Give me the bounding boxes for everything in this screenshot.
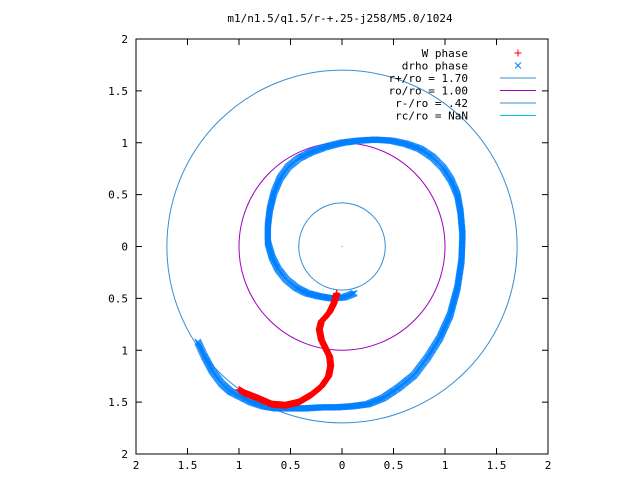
x-tick-label: 1 xyxy=(442,459,449,472)
center-point xyxy=(341,245,343,248)
y-tick-label: 2 xyxy=(121,448,128,461)
legend-marker-cross-b xyxy=(514,62,522,69)
drho-phase-point-b xyxy=(266,245,274,253)
drho-phase-point-b xyxy=(267,249,275,256)
x-tick-label: 0.5 xyxy=(384,459,404,472)
drho-phase-point-b xyxy=(454,192,461,200)
drho-phase-point-b xyxy=(414,144,422,152)
drho-phase-point-b xyxy=(267,251,275,258)
reference-circle xyxy=(166,69,518,424)
drho-phase-point-b xyxy=(416,145,424,153)
y-tick-label: 1.5 xyxy=(108,85,128,98)
x-tick-label: 1.5 xyxy=(178,459,198,472)
drho-phase-point-b xyxy=(411,143,419,151)
y-tick-label: 0.5 xyxy=(108,189,128,202)
drho-phase-point-b xyxy=(248,398,255,406)
legend-label: drho phase xyxy=(402,60,468,73)
drho-phase-point-b xyxy=(266,244,273,252)
legend-label: W phase xyxy=(422,47,468,60)
drho-phase-point-b xyxy=(265,242,273,250)
drho-phase-point-b xyxy=(413,144,421,152)
x-tick-label: 2 xyxy=(545,459,552,472)
x-tick-label: 1 xyxy=(236,459,243,472)
chart-title: m1/n1.5/q1.5/r-+.25-j258/M5.0/1024 xyxy=(227,12,453,25)
drho-phase-point-b xyxy=(266,246,274,254)
drho-phase-point-b xyxy=(265,241,272,248)
drho-phase-point-b xyxy=(415,145,423,152)
legend-label: rc/ro = NaN xyxy=(395,110,468,123)
drho-phase-point-b xyxy=(267,247,274,255)
w-phase-point xyxy=(235,386,243,394)
drho-phase-point-b xyxy=(410,143,417,150)
legend-marker-plus xyxy=(514,49,522,57)
drho-phase-point-b xyxy=(406,142,414,149)
axis-ticks: 2 1.5 1 0.5 0 0.5 1 1.5 221.510.500.511.52 xyxy=(108,33,551,472)
legend-label: r-/ro = .42 xyxy=(395,97,468,110)
drho-phase-point-b xyxy=(454,193,462,201)
drho-phase-point-b xyxy=(351,289,358,297)
drho-phase-point-b xyxy=(250,399,257,407)
y-tick-label: 2 xyxy=(121,33,128,46)
y-tick-label: 1 xyxy=(121,137,128,150)
drho-phase-point-b xyxy=(264,240,272,247)
data-series xyxy=(194,136,466,412)
x-tick-label: 1.5 xyxy=(487,459,507,472)
drho-phase-point-b xyxy=(249,399,256,406)
drho-phase-point-b xyxy=(405,141,413,149)
drho-phase-point xyxy=(351,289,358,297)
legend-label: r+/ro = 1.70 xyxy=(389,72,468,85)
drho-phase-point-b xyxy=(268,252,275,260)
reference-circle xyxy=(298,202,386,291)
y-tick-label: 0 xyxy=(121,241,128,254)
x-tick-label: 0 xyxy=(339,459,346,472)
legend-label: ro/ro = 1.00 xyxy=(389,85,468,98)
drho-phase-point-b xyxy=(409,142,416,150)
legend-marker-cross xyxy=(514,62,522,69)
x-tick-label: 0.5 xyxy=(281,459,301,472)
y-tick-label: 1 xyxy=(121,344,128,357)
drho-phase-point-b xyxy=(265,243,273,251)
y-tick-label: 0.5 xyxy=(108,292,128,305)
x-tick-label: 2 xyxy=(133,459,140,472)
drho-phase-point-b xyxy=(267,250,275,257)
series-w-phase xyxy=(235,289,341,409)
drho-phase-point-b xyxy=(264,238,272,246)
drho-phase-point-b xyxy=(412,144,420,151)
y-tick-label: 1.5 xyxy=(108,396,128,409)
drho-phase-point-b xyxy=(408,142,415,150)
